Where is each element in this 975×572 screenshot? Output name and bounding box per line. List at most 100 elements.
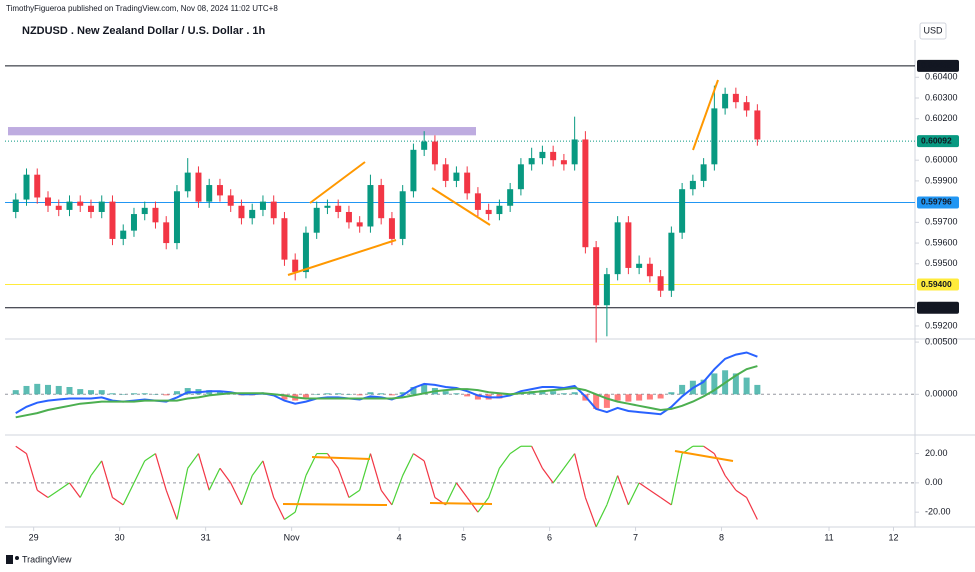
candle-body: [195, 172, 202, 202]
oscillator-segment: [112, 497, 124, 506]
oscillator-segment: [197, 453, 210, 491]
candle-body: [281, 218, 288, 260]
histogram-bar: [34, 383, 41, 395]
oscillator-segment: [509, 445, 522, 455]
oscillator-segment: [348, 489, 361, 499]
histogram-bar: [98, 390, 105, 395]
histogram-bar: [163, 394, 170, 396]
x-tick-label: 11: [824, 532, 833, 542]
histogram-bar: [571, 392, 578, 395]
level-label-box: [917, 278, 959, 291]
y-tick-label: 0.60300: [925, 92, 958, 102]
candle-body: [109, 201, 116, 239]
candle-body: [496, 205, 503, 215]
candle-body: [485, 209, 492, 215]
candle-body: [12, 199, 19, 212]
candle-body: [55, 205, 62, 210]
chart-title: NZDUSD . New Zealand Dollar / U.S. Dolla…: [22, 25, 266, 37]
y-tick-label: 0.60400: [925, 72, 958, 82]
histogram-bar: [399, 392, 406, 395]
histogram-bar: [743, 377, 750, 395]
oscillator-segment: [369, 453, 382, 491]
oscillator-segment: [144, 453, 156, 462]
histogram-bar: [421, 384, 428, 395]
histogram-bar: [388, 394, 395, 396]
candle-body: [356, 222, 363, 227]
histogram-bar: [313, 394, 320, 395]
oscillator-segment: [584, 497, 597, 528]
oscillator-segment: [735, 489, 747, 499]
candle-body: [571, 139, 578, 165]
histogram-bar: [560, 393, 567, 395]
candle-body: [216, 185, 223, 196]
trendline: [309, 161, 366, 204]
candle-body: [173, 191, 180, 244]
histogram-bar: [66, 387, 73, 395]
candle-body: [636, 263, 643, 268]
candle-body: [388, 218, 395, 239]
histogram-bar: [657, 394, 664, 399]
histogram-bar: [679, 384, 686, 395]
oscillator-segment: [574, 453, 586, 498]
histogram-bar: [754, 384, 761, 395]
histogram-bar: [302, 394, 309, 398]
oscillator-segment: [552, 467, 565, 484]
histogram-bar: [23, 385, 30, 395]
oscillator-segment: [101, 460, 114, 498]
candle-body: [163, 222, 170, 244]
histogram-bar: [259, 394, 266, 395]
histogram-bar: [109, 393, 116, 395]
histogram-bar: [474, 394, 481, 400]
candle-body: [421, 141, 428, 150]
oscillator-segment: [36, 489, 49, 499]
x-tick-label: 31: [201, 532, 211, 542]
candle-body: [249, 209, 256, 219]
candle-body: [184, 172, 191, 192]
oscillator-segment: [230, 482, 242, 506]
candle-body: [700, 164, 707, 181]
oscillator-segment: [746, 497, 758, 520]
x-tick-label: 30: [115, 532, 125, 542]
histogram-bar: [732, 373, 739, 395]
oscillator-segment: [284, 511, 296, 520]
candle-body: [646, 263, 653, 277]
candle-body: [120, 230, 127, 239]
oscillator-segment: [638, 482, 651, 491]
level-label: 0.59796: [921, 197, 952, 207]
oscillator-segment: [122, 482, 135, 506]
oscillator-segment: [176, 468, 189, 520]
x-tick-label: Nov: [284, 532, 301, 542]
candle-body: [130, 214, 137, 231]
oscillator-segment: [294, 475, 307, 513]
candle-body: [292, 259, 299, 273]
candle-body: [668, 232, 675, 291]
candle-body: [560, 160, 567, 165]
histogram-bar: [77, 389, 84, 395]
candle-body: [593, 247, 600, 306]
histogram-bar: [216, 391, 223, 395]
histogram-bar: [120, 394, 127, 395]
histogram-bar: [711, 373, 718, 395]
candle-body: [539, 151, 546, 159]
histogram-bar: [442, 391, 449, 395]
candle-body: [603, 274, 610, 306]
oscillator-segment: [240, 475, 253, 506]
x-tick-label: 6: [547, 532, 552, 542]
oscillator-segment: [627, 482, 640, 506]
candle-body: [77, 201, 84, 206]
candle-body: [657, 276, 664, 291]
oscillator-segment: [165, 489, 178, 520]
oscillator-segment: [391, 475, 404, 506]
currency-button[interactable]: [919, 22, 947, 40]
candle-body: [87, 205, 94, 212]
oscillator-segment: [90, 460, 103, 476]
candle-body: [754, 110, 761, 140]
candle-body: [474, 193, 481, 210]
candle-body: [442, 164, 449, 181]
oscillator-segment: [380, 489, 393, 506]
candle-body: [238, 205, 245, 219]
x-tick-label: 5: [461, 532, 466, 542]
oscillator-segment: [670, 453, 683, 505]
level-label: 0.59288: [921, 302, 952, 312]
